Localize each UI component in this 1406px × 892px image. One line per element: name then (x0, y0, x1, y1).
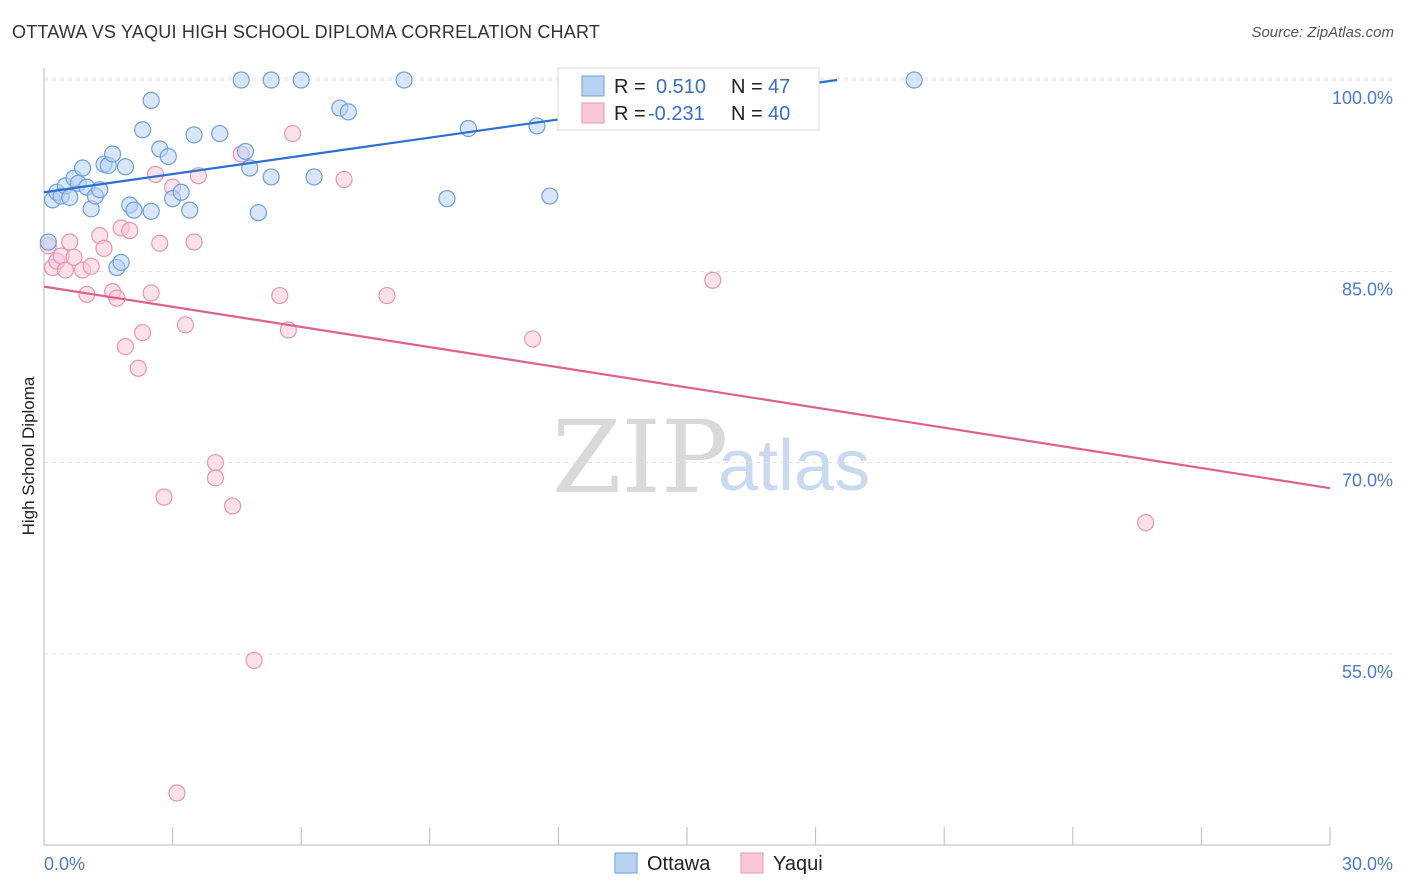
yaqui-point-21 (151, 234, 169, 252)
yaqui-point-6 (65, 248, 83, 266)
y-tick-label-70: 70.0% (1342, 471, 1393, 491)
yaqui-point-26 (185, 233, 203, 251)
ottawa-point-38 (305, 168, 323, 186)
yaqui-point-30 (224, 497, 242, 515)
x-tick-label-min: 0.0% (44, 854, 85, 874)
ottawa-point-41 (395, 71, 413, 89)
legend-ottawa-swatch (581, 75, 605, 97)
ottawa-point-45 (541, 187, 559, 205)
yaqui-trend-line (43, 285, 1331, 490)
y-tick-label-100: 100.0% (1332, 88, 1393, 108)
legend-ottawa-n-value: 47 (768, 76, 790, 98)
ottawa-point-44 (528, 117, 546, 135)
yaqui-point-37 (378, 286, 396, 305)
yaqui-point-17 (129, 359, 147, 377)
legend-yaqui-r-value: -0.231 (648, 103, 705, 125)
ottawa-point-31 (232, 71, 250, 89)
ottawa-point-18 (116, 158, 135, 176)
ottawa-point-46 (905, 71, 923, 89)
ottawa-point-35 (262, 71, 280, 89)
watermark-atlas: atlas (718, 426, 870, 506)
yaqui-point-38 (524, 330, 542, 348)
y-tick-label-55: 55.0% (1342, 662, 1393, 682)
ottawa-point-21 (133, 121, 152, 139)
y-tick-label-85: 85.0% (1342, 279, 1393, 299)
legend-yaqui-n-label: N = (731, 103, 763, 125)
yaqui-point-4 (56, 261, 75, 279)
legend-yaqui-r-label: R = (614, 103, 646, 125)
legend-ottawa-n-label: N = (731, 76, 763, 98)
ottawa-point-28 (181, 201, 199, 219)
x-axis-ticks (43, 827, 1331, 845)
ottawa-point-15 (103, 145, 122, 163)
ottawa-point-22 (142, 91, 160, 110)
legend-bottom-ottawa-label: Ottawa (647, 853, 711, 875)
ottawa-point-25 (159, 147, 177, 166)
yaqui-point-32 (245, 651, 263, 669)
yaqui-point-36 (335, 170, 353, 189)
legend-ottawa-r-value: 0.510 (656, 76, 706, 98)
ottawa-point-17 (112, 253, 130, 272)
ottawa-point-34 (249, 204, 267, 222)
ottawa-point-29 (185, 126, 203, 144)
yaqui-point-24 (168, 784, 186, 802)
legend-series: Ottawa Yaqui (614, 852, 823, 875)
yaqui-point-40 (1137, 514, 1155, 532)
yaqui-point-16 (121, 221, 139, 240)
ottawa-point-20 (125, 201, 143, 219)
ottawa-point-23 (142, 202, 160, 220)
legend-bottom-ottawa-swatch (614, 852, 638, 874)
source-label: Source: ZipAtlas.com (1251, 24, 1394, 41)
yaqui-point-20 (146, 165, 165, 183)
ottawa-point-37 (292, 71, 310, 89)
yaqui-point-11 (95, 239, 113, 257)
chart-title: OTTAWA VS YAQUI HIGH SCHOOL DIPLOMA CORR… (12, 22, 601, 42)
yaqui-point-39 (704, 271, 722, 289)
ottawa-points (39, 71, 923, 277)
ottawa-point-27 (172, 183, 190, 201)
yaqui-point-15 (116, 337, 135, 356)
yaqui-point-29 (206, 469, 225, 487)
yaqui-point-9 (82, 257, 100, 275)
yaqui-point-28 (206, 454, 225, 472)
ottawa-point-5 (61, 188, 79, 206)
ottawa-point-40 (339, 103, 357, 121)
ottawa-point-8 (73, 159, 92, 177)
yaqui-points (39, 124, 1155, 802)
x-tick-label-max: 30.0% (1342, 854, 1393, 874)
legend-bottom-yaqui-swatch (740, 852, 764, 874)
ottawa-point-30 (211, 124, 229, 143)
legend-stats: R = 0.510 N = 47 R = -0.231 N = 40 (557, 67, 820, 131)
legend-yaqui-n-value: 40 (768, 103, 790, 125)
y-axis-title: High School Diploma (19, 376, 38, 535)
legend-ottawa-r-label: R = (614, 76, 646, 98)
yaqui-point-35 (284, 124, 302, 143)
yaqui-point-33 (271, 286, 289, 305)
yaqui-point-18 (133, 323, 152, 342)
watermark-zip: ZIP (552, 399, 728, 516)
ottawa-point-42 (438, 190, 456, 208)
yaqui-point-19 (142, 284, 160, 302)
yaqui-point-25 (176, 316, 195, 334)
ottawa-point-36 (262, 168, 280, 186)
ottawa-point-0 (39, 233, 57, 251)
legend-yaqui-swatch (581, 102, 605, 124)
yaqui-point-22 (155, 488, 173, 506)
ottawa-point-32 (236, 142, 255, 161)
legend-bottom-yaqui-label: Yaqui (773, 853, 823, 875)
yaqui-point-5 (61, 233, 79, 251)
